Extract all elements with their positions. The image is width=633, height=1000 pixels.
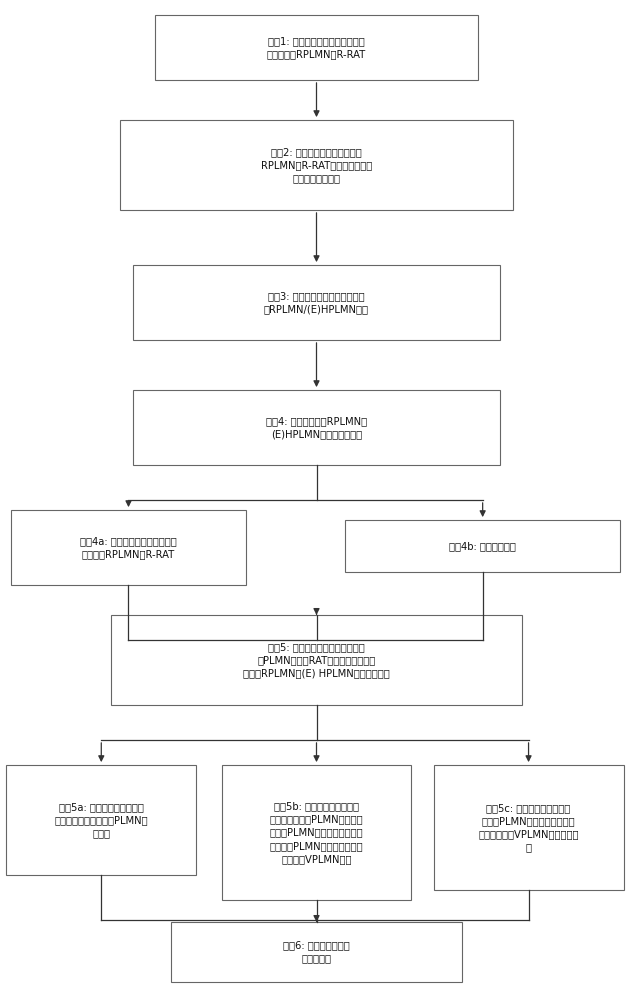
FancyBboxPatch shape: [133, 265, 500, 340]
FancyBboxPatch shape: [222, 765, 411, 900]
FancyBboxPatch shape: [11, 510, 246, 585]
FancyBboxPatch shape: [155, 15, 478, 80]
Text: 步骤2: 终端开机后获取业务域的
RPLMN、R-RAT，与优先模式比
较后判断是否可用: 步骤2: 终端开机后获取业务域的 RPLMN、R-RAT，与优先模式比 较后判断…: [261, 147, 372, 183]
FancyBboxPatch shape: [345, 520, 620, 572]
Text: 步骤4b: 若未注册成功: 步骤4b: 若未注册成功: [449, 541, 516, 551]
Text: 步骤1: 业务域注册成功，存储业务
域及对应的RPLMN、R-RAT: 步骤1: 业务域注册成功，存储业务 域及对应的RPLMN、R-RAT: [267, 36, 366, 59]
Text: 步骤5a: 若另一模式已注册成
功，则触发本模式继续PLMN搜
网流程: 步骤5a: 若另一模式已注册成 功，则触发本模式继续PLMN搜 网流程: [54, 802, 148, 838]
Text: 步骤3: 依协议触发两个模式同时进
行RPLMN/(E)HPLMN搜网: 步骤3: 依协议触发两个模式同时进 行RPLMN/(E)HPLMN搜网: [264, 291, 369, 314]
FancyBboxPatch shape: [133, 390, 500, 465]
Text: 步骤4: 任一模式完成RPLMN或
(E)HPLMN搜网后上报结果: 步骤4: 任一模式完成RPLMN或 (E)HPLMN搜网后上报结果: [266, 416, 367, 439]
Text: 步骤5b: 若另一模式未注册成
功，比较本模式PLMN列表和另
一模式PLMN列表，选择运营商
名相同的PLMN，分别触发两个
模式下的VPLMN搜网: 步骤5b: 若另一模式未注册成 功，比较本模式PLMN列表和另 一模式PLMN列…: [270, 801, 363, 864]
FancyBboxPatch shape: [171, 922, 462, 982]
Text: 步骤5: 终端获取该模式下搜到的所
有PLMN及对应RAT的列表，判断另一
模式下RPLMN或(E) HPLMN搜网后的结果: 步骤5: 终端获取该模式下搜到的所 有PLMN及对应RAT的列表，判断另一 模式…: [243, 642, 390, 678]
FancyBboxPatch shape: [120, 120, 513, 210]
Text: 步骤4a: 若注册成功，更新业务域
及对应的RPLMN、R-RAT: 步骤4a: 若注册成功，更新业务域 及对应的RPLMN、R-RAT: [80, 536, 177, 559]
Text: 步骤5c: 若列表中无相同运营
商名的PLMN，则各自按强度降
序选择合适的VPLMN分别尝试注
册: 步骤5c: 若列表中无相同运营 商名的PLMN，则各自按强度降 序选择合适的VP…: [479, 803, 579, 852]
Text: 步骤6: 显示同一或不同
运营商信息: 步骤6: 显示同一或不同 运营商信息: [283, 940, 350, 964]
FancyBboxPatch shape: [6, 765, 196, 875]
FancyBboxPatch shape: [434, 765, 624, 890]
FancyBboxPatch shape: [111, 615, 522, 705]
